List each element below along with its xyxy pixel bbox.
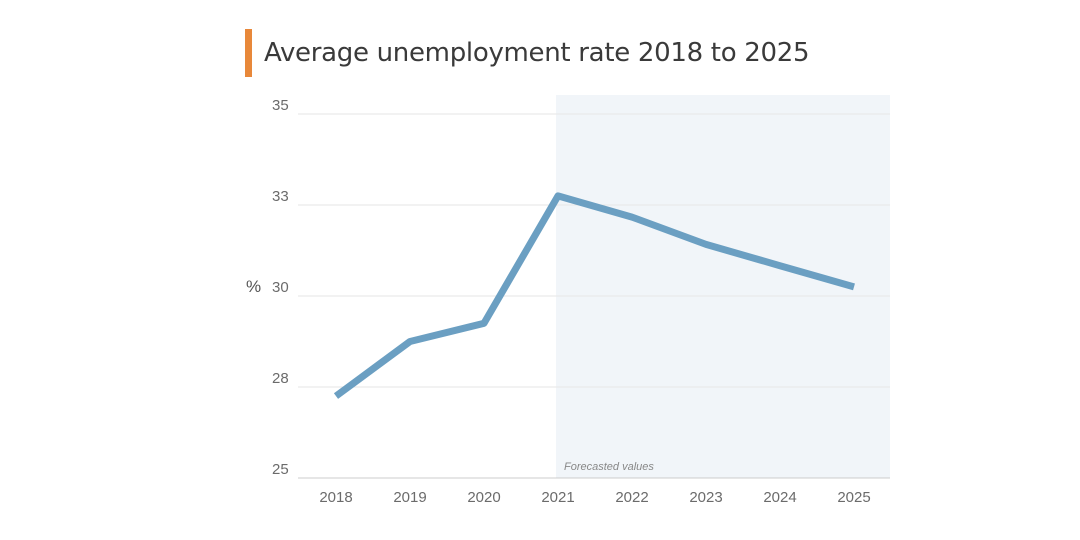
chart-header: Average unemployment rate 2018 to 2025 [245, 28, 810, 78]
x-tick-label: 2023 [689, 489, 722, 506]
series-line [333, 192, 855, 399]
x-tick-label: 2022 [615, 489, 648, 506]
x-tick-label: 2025 [837, 489, 870, 506]
x-tick-label: 2018 [319, 489, 352, 506]
x-tick-label: 2021 [541, 489, 574, 506]
chart-title: Average unemployment rate 2018 to 2025 [264, 38, 810, 68]
y-axis-ticks: 25 28 30 33 35 [272, 97, 289, 478]
x-tick-label: 2024 [763, 489, 796, 506]
series-layer [333, 192, 855, 399]
y-tick-label: 28 [272, 370, 289, 387]
x-tick-label: 2020 [467, 489, 500, 506]
forecast-label: Forecasted values [564, 461, 654, 473]
y-tick-label: 30 [272, 279, 289, 296]
y-axis-label: % [246, 277, 261, 296]
y-tick-label: 33 [272, 188, 289, 205]
x-tick-label: 2019 [393, 489, 426, 506]
forecast-band-layer [556, 95, 890, 478]
forecast-band [556, 95, 890, 478]
y-tick-label: 25 [272, 461, 289, 478]
y-tick-label: 35 [272, 97, 289, 114]
x-axis-ticks: 2018 2019 2020 2021 2022 2023 2024 2025 [319, 489, 870, 506]
title-accent-bar [245, 29, 252, 77]
